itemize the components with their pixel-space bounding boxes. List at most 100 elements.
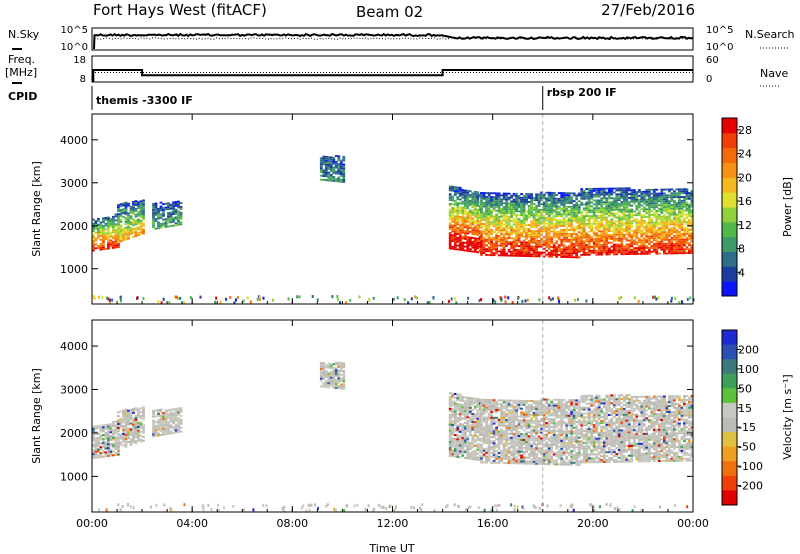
echo-cell: [602, 191, 606, 194]
echo-cell: [490, 248, 493, 251]
echo-cell: [555, 207, 559, 210]
echo-cell: [154, 432, 158, 435]
echo-cell: [525, 462, 528, 465]
echo-cell: [517, 249, 521, 251]
echo-cell: [104, 445, 108, 448]
echo-cell: [602, 214, 606, 217]
echo-cell: [129, 223, 133, 226]
echo-cell: [174, 218, 178, 221]
echo-cell: [448, 402, 452, 405]
echo-cell: [215, 296, 218, 300]
echo-cell: [495, 428, 498, 431]
echo-cell: [515, 249, 518, 251]
echo-cell: [102, 230, 105, 233]
echo-cell: [517, 460, 521, 463]
echo-cell: [104, 217, 108, 219]
echo-cell: [468, 453, 472, 456]
echo-cell: [319, 178, 323, 181]
echo-cell: [456, 409, 460, 411]
echo-cell: [507, 196, 511, 199]
echo-cell: [657, 196, 661, 199]
echo-cell: [640, 243, 644, 246]
echo-cell: [485, 428, 488, 431]
echo-cell: [453, 406, 457, 409]
echo-cell: [615, 197, 619, 200]
echo-cell: [622, 212, 626, 215]
echo-cell: [570, 235, 574, 237]
echo-cell: [490, 448, 493, 450]
echo-cell: [451, 431, 455, 434]
echo-cell: [670, 198, 674, 201]
echo-cell: [592, 249, 596, 252]
echo-cell: [640, 221, 644, 224]
echo-cell: [683, 219, 686, 222]
echo-cell: [670, 236, 674, 239]
echo-cell: [463, 210, 467, 213]
nsearch-trace: [94, 37, 694, 40]
echo-cell: [142, 230, 145, 233]
echo-cell: [112, 454, 115, 457]
echo-cell: [324, 159, 328, 162]
echo-cell: [139, 231, 143, 234]
echo-cell: [645, 216, 649, 218]
echo-cell: [456, 426, 460, 429]
echo-cell: [497, 452, 501, 455]
echo-cell: [525, 441, 528, 444]
echo-cell: [597, 240, 601, 242]
echo-cell: [595, 224, 599, 227]
echo-cell: [492, 422, 496, 425]
echo-cell: [585, 219, 589, 221]
echo-cell: [129, 434, 133, 437]
echo-cell: [660, 248, 664, 251]
echo-cell: [673, 200, 676, 202]
echo-cell: [668, 233, 671, 235]
echo-cell: [685, 192, 689, 194]
echo-cell: [673, 219, 676, 222]
echo-cell: [668, 246, 671, 249]
echo-cell: [167, 417, 170, 420]
echo-cell: [575, 233, 579, 236]
echo-cell: [532, 216, 536, 219]
echo-cell: [545, 216, 549, 219]
echo-cell: [688, 213, 691, 216]
echo-cell: [127, 218, 130, 221]
echo-cell: [99, 442, 103, 445]
echo-cell: [540, 222, 543, 225]
echo-cell: [675, 229, 679, 231]
echo-cell: [622, 193, 626, 196]
echo-cell: [495, 242, 498, 245]
echo-cell: [152, 415, 155, 418]
echo-cell: [668, 202, 671, 204]
echo-cell: [595, 222, 599, 225]
echo-cell: [595, 187, 599, 190]
echo-cell: [448, 187, 452, 190]
echo-cell: [102, 219, 105, 222]
echo-cell: [487, 209, 491, 212]
echo-cell: [635, 229, 639, 232]
echo-cell: [640, 223, 644, 226]
echo-cell: [552, 232, 556, 235]
echo-cell: [473, 214, 477, 217]
echo-cell: [560, 192, 564, 194]
echo-cell: [507, 210, 511, 212]
echo-cell: [466, 191, 470, 194]
echo-cell: [319, 161, 323, 164]
echo-cell: [510, 216, 513, 218]
echo-cell: [463, 218, 467, 221]
echo-cell: [668, 213, 671, 216]
nave-tick-top: 60: [706, 55, 719, 66]
echo-cell: [610, 236, 614, 238]
echo-cell: [590, 205, 594, 208]
echo-cell: [637, 245, 641, 248]
echo-cell: [635, 253, 639, 255]
echo-cell: [456, 190, 460, 193]
echo-cell: [567, 229, 571, 231]
echo-cell: [585, 205, 589, 208]
echo-cell: [560, 203, 564, 206]
echo-cell: [94, 222, 98, 225]
echo-cell: [620, 251, 624, 254]
echo-cell: [476, 425, 480, 428]
echo-cell: [640, 231, 644, 234]
echo-cell: [675, 194, 679, 197]
echo-cell: [517, 458, 521, 461]
